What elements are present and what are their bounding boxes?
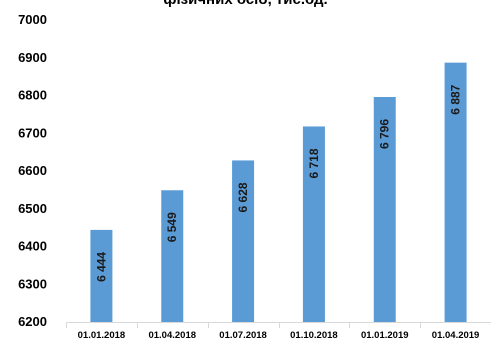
data-label: 6 628: [236, 182, 250, 212]
y-tick-label: 6700: [18, 125, 47, 140]
bar: [90, 229, 113, 322]
data-label: 6 718: [307, 148, 321, 178]
bar: [161, 190, 184, 322]
data-label: 6 444: [94, 252, 108, 282]
y-tick-label: 6600: [18, 163, 47, 178]
bar: [302, 126, 325, 322]
bar: [444, 62, 467, 322]
bar: [373, 97, 396, 322]
bar: [232, 160, 255, 322]
x-tick-label: 01.07.2018: [219, 330, 267, 341]
x-tick-label: 01.01.2019: [361, 330, 409, 341]
y-tick-label: 6800: [18, 88, 47, 103]
y-tick-label: 6900: [18, 50, 47, 65]
data-label: 6 887: [449, 84, 463, 114]
y-tick-label: 6200: [18, 314, 47, 329]
chart-title: фізичних осіб, тис.од.: [0, 0, 491, 8]
x-tick-label: 01.01.2018: [78, 330, 126, 341]
data-label: 6 796: [378, 119, 392, 149]
x-tick-label: 01.10.2018: [290, 330, 338, 341]
y-tick-label: 6500: [18, 201, 47, 216]
x-tick-label: 01.04.2018: [148, 330, 196, 341]
data-label: 6 549: [165, 212, 179, 242]
x-tick-label: 01.04.2019: [432, 330, 480, 341]
y-tick-label: 7000: [18, 12, 47, 27]
y-tick-label: 6300: [18, 276, 47, 291]
y-tick-label: 6400: [18, 239, 47, 254]
